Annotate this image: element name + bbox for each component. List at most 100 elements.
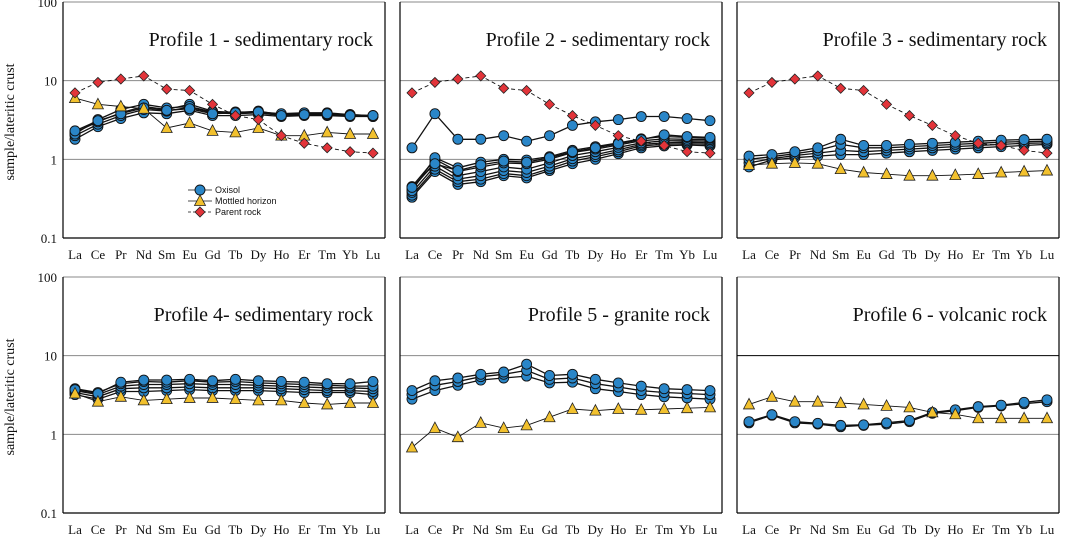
x-tick-label: Sm xyxy=(495,247,512,262)
x-tick-label: Nd xyxy=(136,247,152,262)
data-point xyxy=(69,87,81,99)
data-point xyxy=(298,396,311,408)
x-tick-label: Pr xyxy=(452,247,464,262)
data-point xyxy=(298,109,310,121)
x-tick-label: Ho xyxy=(947,522,963,537)
series-oxisol xyxy=(406,129,716,193)
data-point xyxy=(344,110,356,122)
data-point xyxy=(521,135,533,147)
data-point xyxy=(114,99,128,112)
x-tick-label: Ce xyxy=(91,522,106,537)
x-tick-label: Tm xyxy=(655,247,673,262)
data-point xyxy=(834,162,847,175)
data-point xyxy=(1040,163,1054,176)
data-point xyxy=(589,119,601,131)
data-point xyxy=(344,378,356,390)
data-point xyxy=(904,415,915,426)
data-point xyxy=(498,366,510,378)
data-point xyxy=(766,409,778,421)
data-point xyxy=(184,373,196,385)
x-tick-label: Lu xyxy=(1040,247,1055,262)
x-tick-label: Yb xyxy=(1016,247,1032,262)
x-tick-label: Pr xyxy=(115,522,127,537)
chart-panels: 0.1 1 10 100 La Ce Pr Nd Sm Eu Gd Tb Dy Ho Er Tm Yb Lu Pro… xyxy=(38,0,1060,537)
data-point xyxy=(1041,147,1053,159)
data-point xyxy=(521,84,533,97)
x-tick-label: Ho xyxy=(273,522,289,537)
data-point xyxy=(184,84,196,97)
x-tick-label: Tm xyxy=(655,522,673,537)
data-point xyxy=(812,142,824,154)
data-point xyxy=(298,137,310,149)
panel-title: Profile 6 - volcanic rock xyxy=(853,304,1047,326)
data-point xyxy=(857,397,870,410)
data-point xyxy=(452,133,464,145)
x-tick-label: Pr xyxy=(789,522,801,537)
x-tick-label: Lu xyxy=(366,247,381,262)
x-tick-label: Dy xyxy=(587,522,603,537)
data-point xyxy=(681,384,693,396)
data-point xyxy=(475,70,487,82)
x-tick-label: La xyxy=(742,522,756,537)
y-tick-label: 10 xyxy=(44,349,57,364)
data-point xyxy=(788,394,802,407)
data-point xyxy=(926,119,938,131)
data-point xyxy=(949,407,962,420)
data-point xyxy=(704,115,716,127)
data-point xyxy=(812,417,824,429)
data-point xyxy=(343,127,357,139)
data-point xyxy=(138,374,150,386)
data-point xyxy=(475,133,487,145)
data-point xyxy=(137,393,150,406)
panel-title: Profile 4- sedimentary rock xyxy=(154,304,373,326)
x-tick-label: Nd xyxy=(810,247,826,262)
x-tick-label: Tb xyxy=(228,522,242,537)
data-point xyxy=(972,137,984,149)
data-point xyxy=(1041,133,1053,145)
y-tick-label: 0.1 xyxy=(41,506,57,521)
data-point xyxy=(742,158,756,170)
data-point xyxy=(137,101,150,114)
x-tick-label: Er xyxy=(298,522,311,537)
data-point xyxy=(704,131,716,143)
chart-panel-2: La Ce Pr Nd Sm Eu Gd Tb Dy Ho Er Tm Yb Lu Profile 2 - … xyxy=(399,1,723,262)
data-point xyxy=(949,168,962,181)
data-point xyxy=(68,386,82,399)
x-tick-label: Gd xyxy=(879,522,895,537)
data-point xyxy=(320,397,334,410)
data-point xyxy=(114,389,128,402)
x-tick-label: Eu xyxy=(182,522,197,537)
x-tick-label: Lu xyxy=(366,522,381,537)
data-point xyxy=(835,82,847,94)
y-tick-label: 10 xyxy=(44,74,57,89)
data-point xyxy=(475,159,487,171)
x-tick-label: Sm xyxy=(495,522,512,537)
data-point xyxy=(880,399,893,411)
data-point xyxy=(926,168,939,181)
data-point xyxy=(452,165,464,177)
data-point xyxy=(229,125,242,138)
data-point xyxy=(1018,396,1030,408)
data-point xyxy=(857,165,870,178)
data-point xyxy=(834,396,847,408)
x-tick-label: Nd xyxy=(810,522,826,537)
data-point xyxy=(115,376,127,388)
data-point xyxy=(612,114,624,126)
x-tick-label: Sm xyxy=(832,247,849,262)
x-tick-label: Eu xyxy=(856,522,871,537)
x-tick-label: Ho xyxy=(610,522,626,537)
data-point xyxy=(835,133,847,145)
x-tick-label: Tb xyxy=(565,522,579,537)
data-point xyxy=(658,383,670,395)
legend-label: Oxisol xyxy=(215,185,240,195)
data-point xyxy=(811,394,824,407)
data-point xyxy=(344,146,356,158)
x-tick-label: Ce xyxy=(765,522,780,537)
data-point xyxy=(366,127,380,139)
x-tick-label: Lu xyxy=(1040,522,1055,537)
series-mottled-horizon xyxy=(68,386,380,410)
x-tick-label: Ce xyxy=(91,247,106,262)
x-tick-label: Lu xyxy=(703,522,718,537)
series-parent-rock xyxy=(69,70,379,159)
x-tick-label: Yb xyxy=(679,247,695,262)
